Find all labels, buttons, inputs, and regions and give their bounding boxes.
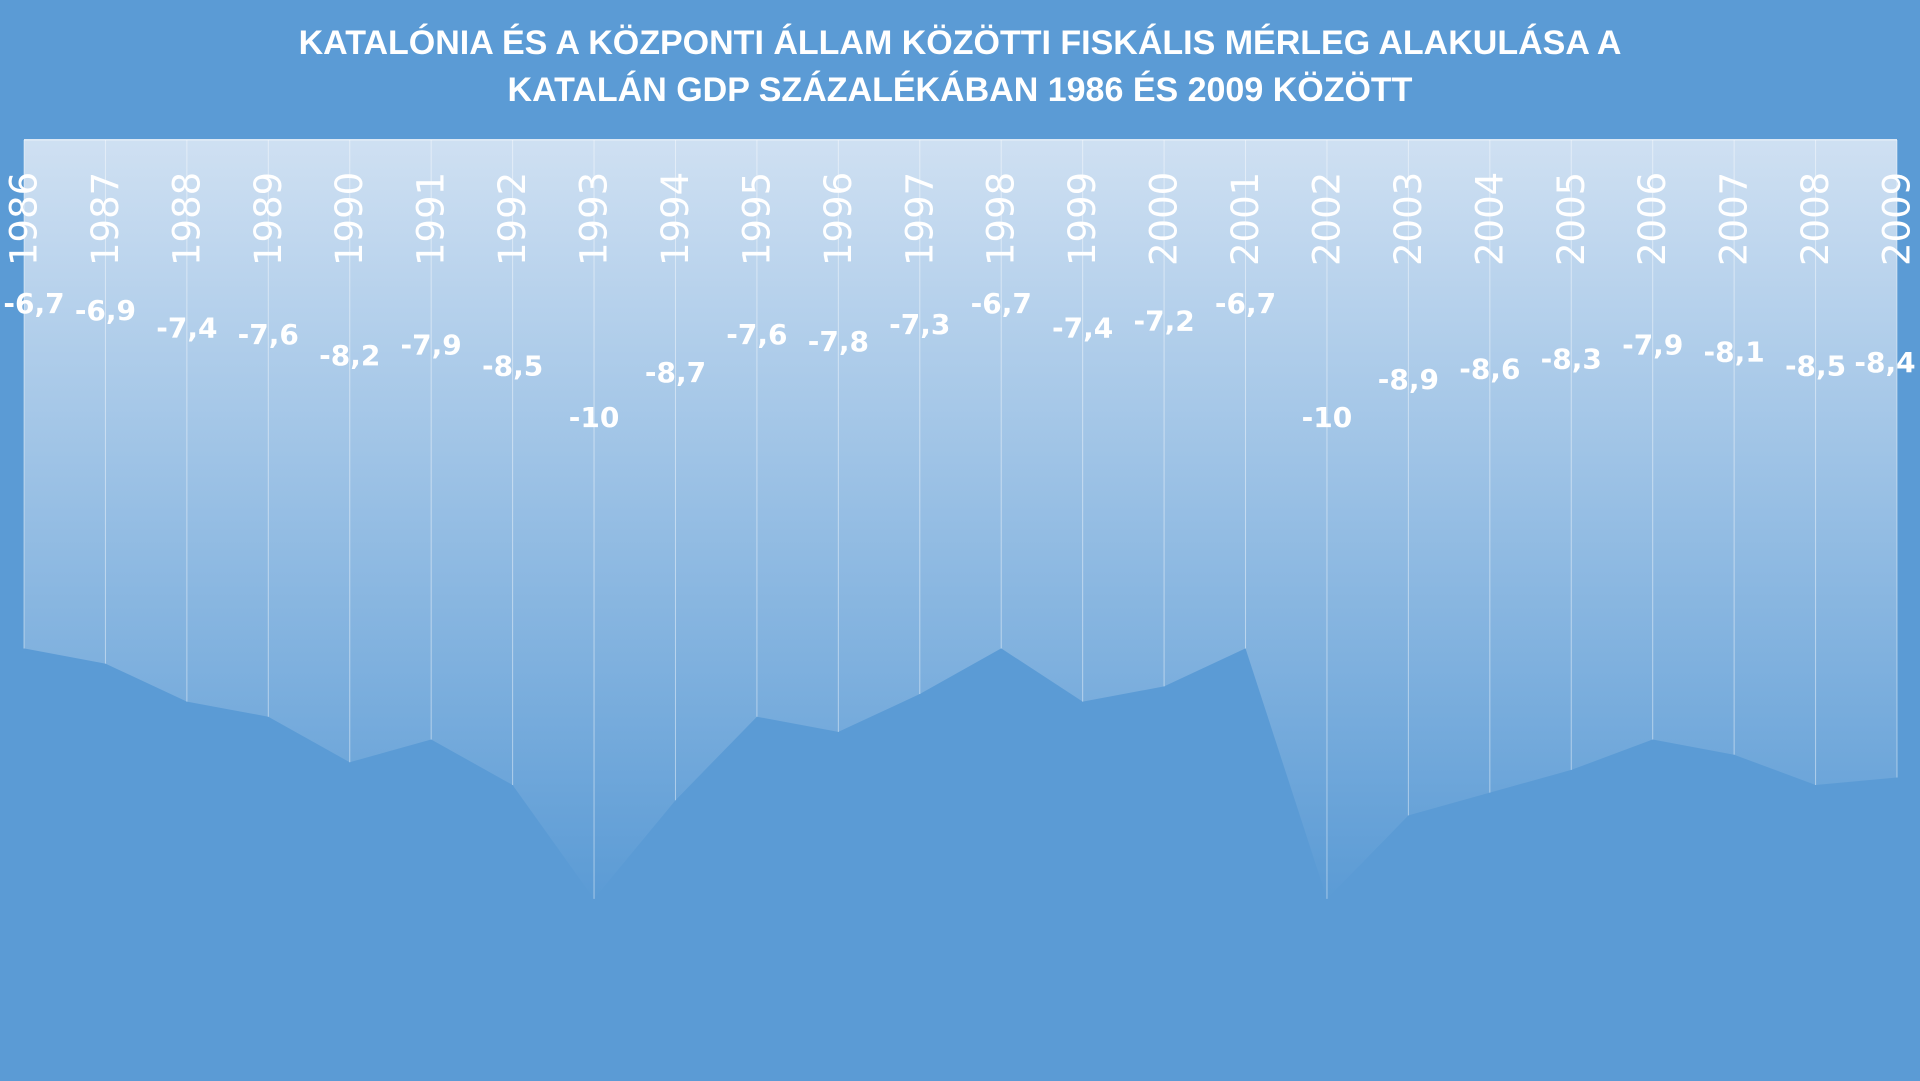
x-tick-label: 2000	[1143, 172, 1186, 266]
data-label: -8,3	[1541, 342, 1602, 375]
data-label: -7,3	[889, 308, 950, 341]
x-tick-label: 2001	[1224, 172, 1267, 266]
x-tick-label: 1992	[491, 172, 534, 266]
x-tick-label: 1988	[165, 172, 208, 266]
data-label: -7,8	[808, 325, 869, 358]
data-labels: -6,7 -6,9-7,4 -7,6-8,2 -7,9-8,5-10-8,7-7,6-…	[3, 287, 1915, 434]
x-tick-label: 2003	[1387, 172, 1430, 266]
data-label: -8,1	[1704, 335, 1765, 368]
gridlines	[23, 140, 1898, 899]
data-label: -6,7	[3, 287, 64, 320]
data-label: -7,6	[238, 318, 299, 351]
x-tick-label: 2007	[1713, 172, 1756, 266]
data-label: -8,9	[1378, 363, 1439, 396]
x-tick-label: 1986	[3, 172, 46, 266]
x-tick-label: 1997	[898, 172, 941, 266]
data-label: -8,5	[1785, 349, 1846, 382]
x-tick-label: 1994	[654, 172, 697, 266]
x-tick-label: 2002	[1305, 172, 1348, 266]
x-tick-label: 1998	[980, 172, 1023, 266]
x-tick-label: 1987	[84, 172, 127, 266]
x-tick-label: 1996	[817, 172, 860, 266]
data-label: -7,9	[401, 329, 462, 362]
data-label: -8,2	[319, 339, 380, 372]
data-label: -8,6	[1459, 353, 1520, 386]
x-tick-label: 2006	[1631, 172, 1674, 266]
x-tick-label: 1991	[410, 172, 453, 266]
x-axis-tick-labels: 1986 1987 1988 1989 1990 1991 1992 1993 1994 1995…	[3, 172, 1919, 266]
x-tick-label: 1990	[328, 172, 371, 266]
x-tick-label: 2009	[1876, 172, 1919, 266]
chart-title-line-1: KATALÓNIA ÉS A KÖZPONTI ÁLLAM KÖZÖTTI FI…	[299, 24, 1622, 62]
data-label: -7,9	[1622, 329, 1683, 362]
chart-title: KATALÓNIA ÉS A KÖZPONTI ÁLLAM KÖZÖTTI FI…	[299, 24, 1622, 109]
x-tick-label: 2004	[1468, 172, 1511, 266]
x-tick-label: 1993	[573, 172, 616, 266]
x-tick-label: 2005	[1550, 172, 1593, 266]
data-label: -7,4	[156, 311, 217, 344]
data-label: -6,7	[1215, 287, 1276, 320]
area-layer	[24, 139, 1897, 899]
data-label: -8,4	[1854, 346, 1915, 379]
data-label: -7,6	[726, 318, 787, 351]
data-label: -8,5	[482, 349, 543, 382]
data-label: -8,7	[645, 356, 706, 389]
data-label: -10	[1302, 401, 1353, 434]
data-label: -7,2	[1133, 304, 1194, 337]
data-label: -7,4	[1052, 311, 1113, 344]
x-tick-label: 2008	[1794, 172, 1837, 266]
data-label: -6,9	[75, 294, 136, 327]
chart-title-line-2: KATALÁN GDP SZÁZALÉKÁBAN 1986 ÉS 2009 KÖ…	[508, 71, 1413, 109]
x-tick-label: 1999	[1061, 172, 1104, 266]
x-tick-label: 1995	[735, 172, 778, 266]
x-tick-label: 1989	[247, 172, 290, 266]
data-label: -10	[569, 401, 620, 434]
area-series	[24, 140, 1897, 899]
data-label: -6,7	[971, 287, 1032, 320]
